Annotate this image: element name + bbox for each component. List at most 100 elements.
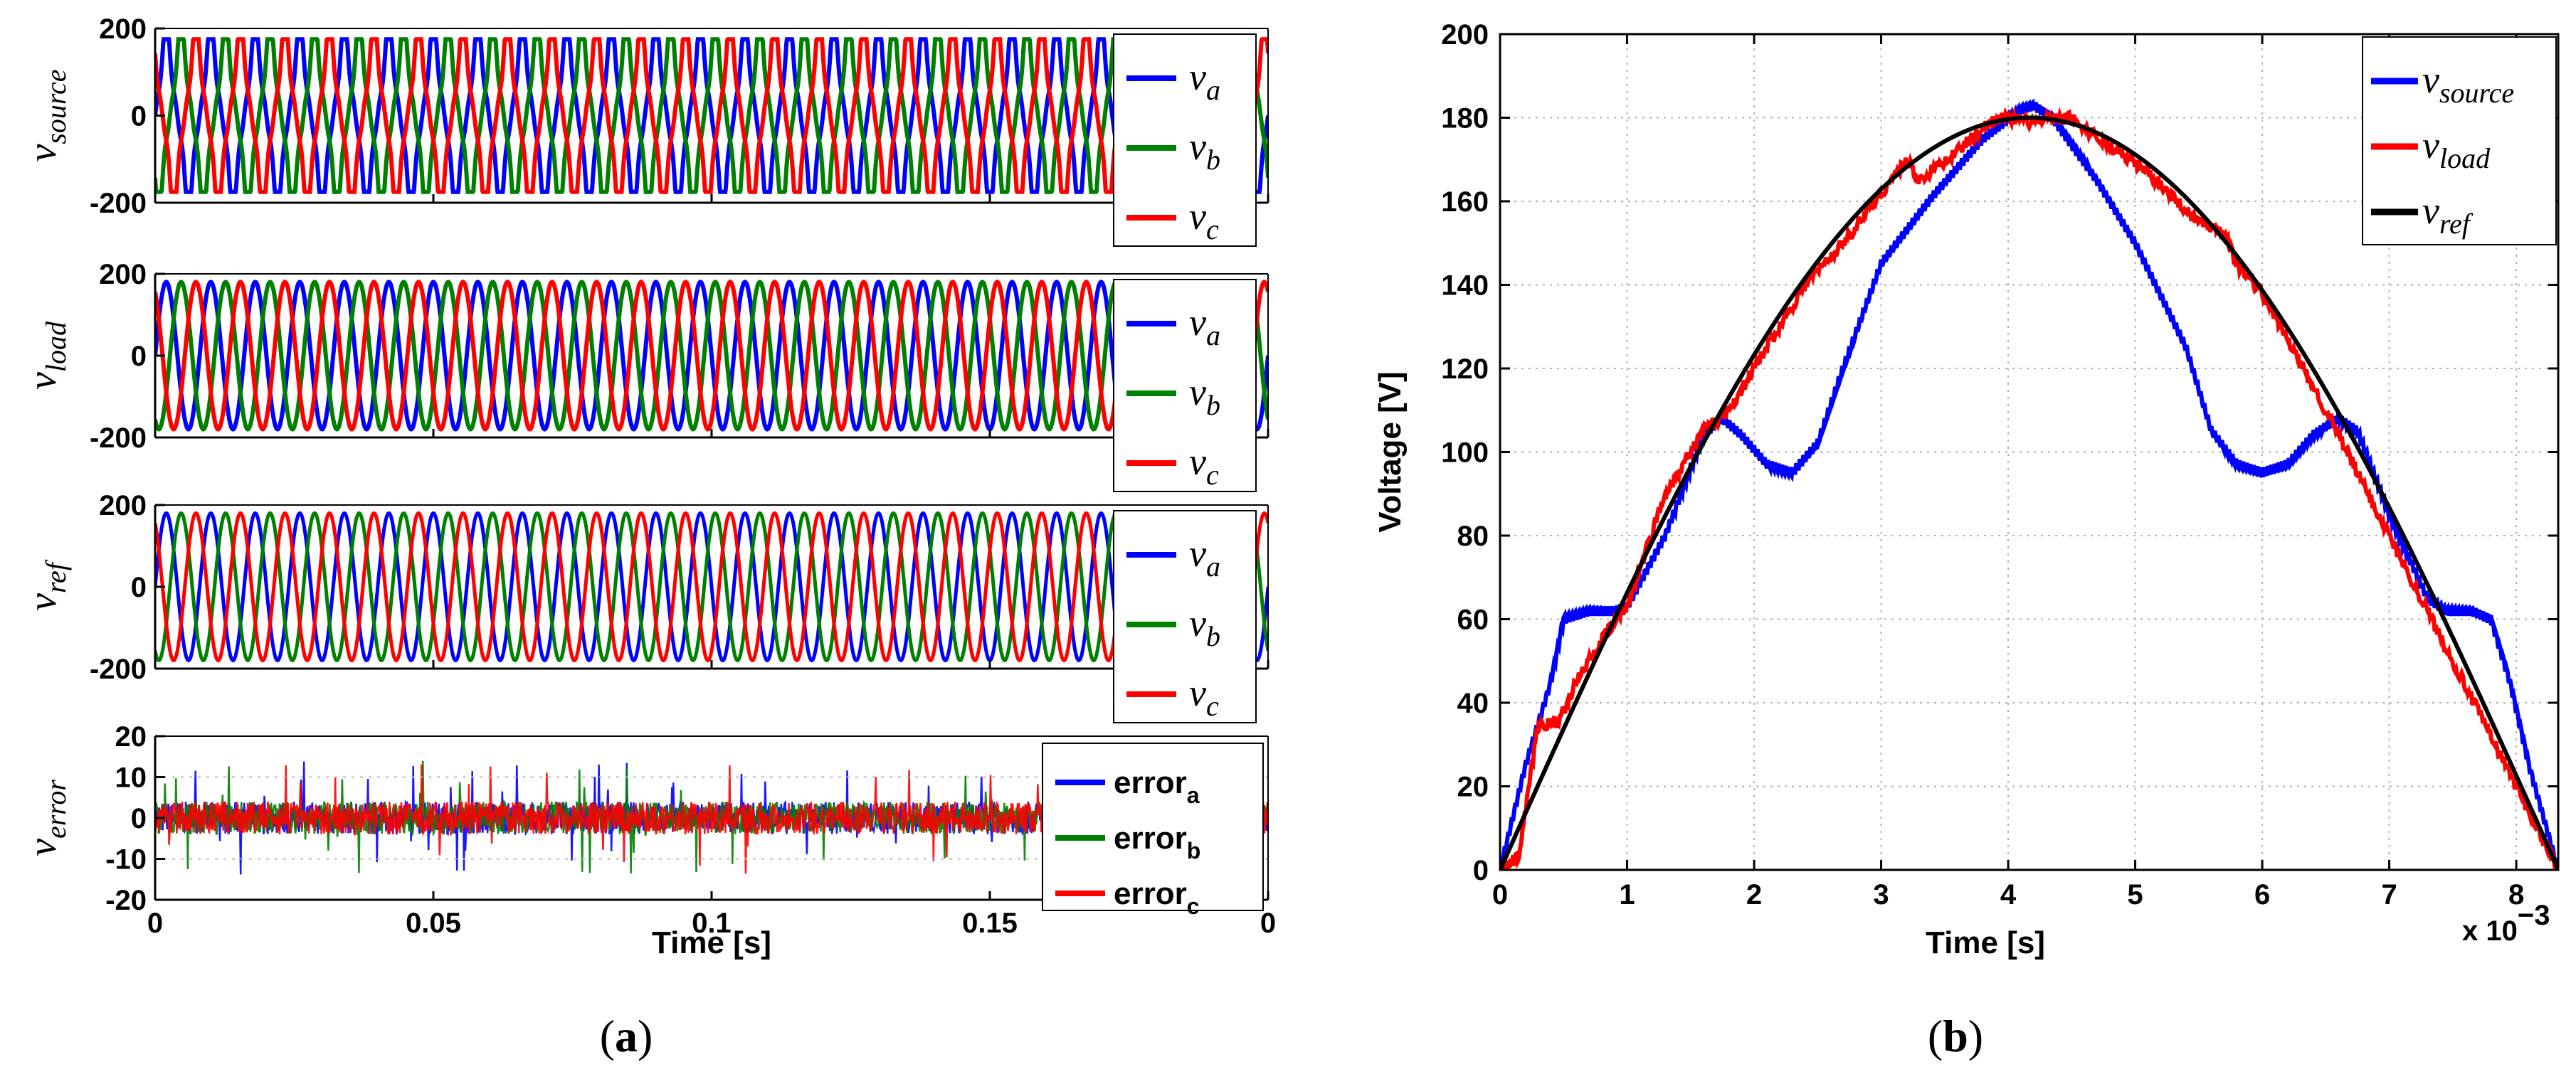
legend-box (1113, 510, 1257, 723)
legend-label-v_load: vload (2422, 124, 2491, 174)
caption-paren: ( (1928, 1011, 1943, 1061)
y-tick-label: 80 (1457, 521, 1489, 552)
y-label-base: v (21, 144, 65, 162)
series-line-v_a (155, 37, 1268, 194)
legend-label-base: error (1114, 876, 1187, 911)
x-tick-label: 3 (1873, 879, 1889, 910)
y-tick-label: 140 (1441, 270, 1489, 302)
legend-label-subscript: source (2439, 77, 2514, 109)
series-line-v_b (155, 280, 1268, 432)
legend-label-subscript: a (1206, 74, 1220, 106)
x-axis-label: Time [s] (652, 925, 771, 960)
series-group (155, 37, 1268, 194)
y-tick-label: 200 (99, 14, 147, 45)
series-line-v_b (155, 37, 1268, 194)
panel-b: 0 20 40 60 80 100 120 140 160 180 200 0 1 2 3 4 5 6 7 8 Time… (1373, 19, 2560, 1061)
legend-label-error_a: errora (1114, 765, 1200, 808)
legend-label-subscript: c (1206, 690, 1219, 722)
legend-label-subscript: a (1206, 319, 1220, 351)
series-line-v_c (155, 37, 1268, 194)
legend-label-base: v (1189, 125, 1206, 168)
series-group (1500, 98, 2558, 870)
x-tick-label: 4 (2000, 879, 2017, 910)
series-line-v_a (155, 280, 1268, 432)
y-axis-label: vref (21, 559, 72, 611)
series-group (155, 511, 1268, 663)
y-tick-label: 200 (99, 490, 147, 521)
legend-label-error_c: errorc (1114, 876, 1200, 919)
x-tick-label: 0 (147, 908, 163, 939)
legend-box (1042, 743, 1264, 911)
y-tick-label: -20 (105, 885, 147, 916)
y-tick-label: 0 (131, 572, 147, 603)
legend-label-v_ref: vref (2422, 189, 2474, 240)
x-multiplier: x 10−3 (2462, 900, 2550, 947)
caption-letter: a (615, 1011, 638, 1061)
caption-a: (a) (600, 1011, 653, 1061)
series-line-v_a (155, 511, 1268, 663)
legend-label-v_b: vb (1189, 371, 1220, 421)
legend-label-base: v (1189, 301, 1206, 344)
caption-paren: ( (600, 1011, 615, 1061)
y-tick-label: 60 (1457, 605, 1489, 636)
y-tick-label: -200 (90, 188, 147, 219)
legend-label-subscript: ref (2439, 208, 2474, 240)
x-tick-label: 2 (1746, 879, 1762, 910)
x-axis-label: Time [s] (1926, 925, 2045, 960)
y-tick-label: 200 (1441, 19, 1489, 51)
y-tick-label: 120 (1441, 354, 1489, 385)
y-axis-label: Voltage [V] (1373, 371, 1408, 533)
legend-label-v_a: va (1189, 301, 1220, 351)
x-tick-label: 5 (2127, 879, 2143, 910)
legend-label-v_a: va (1189, 532, 1220, 583)
y-tick-label: 20 (115, 721, 147, 753)
x-tick-label: 1 (1619, 879, 1635, 910)
series-line-v_load (1500, 106, 2558, 870)
y-tick-label: 200 (99, 259, 147, 290)
legend-label-base: v (1189, 532, 1206, 575)
legend-label-v_b: vb (1189, 125, 1220, 176)
legend-label-subscript: b (1206, 144, 1220, 176)
legend-label-base: v (1189, 195, 1206, 238)
y-tick-label: 40 (1457, 688, 1489, 719)
legend-label-subscript: c (1206, 213, 1219, 245)
y-tick-label: 180 (1441, 103, 1489, 134)
series-line-v_source (1500, 98, 2558, 870)
legend-label-v_c: vc (1189, 440, 1219, 491)
y-axis-label: vload (21, 321, 72, 390)
y-tick-label: -200 (90, 423, 147, 454)
legend-label-base: v (2422, 124, 2439, 166)
legend-label-base: v (1189, 671, 1206, 714)
y-tick-label: 0 (131, 341, 147, 372)
legend-label-subscript: a (1206, 551, 1220, 583)
legend-label-base: v (2422, 189, 2439, 232)
legend-label-subscript: b (1187, 838, 1201, 864)
y-axis-label: vsource (21, 69, 72, 161)
legend-label-subscript: a (1187, 782, 1200, 808)
caption-paren: ) (1968, 1011, 1983, 1061)
legend-label-base: v (2422, 58, 2439, 101)
y-tick-label: -200 (90, 654, 147, 685)
series-group (155, 280, 1268, 432)
y-axis-label: verror (21, 780, 72, 856)
legend-label-subscript: c (1187, 893, 1200, 919)
legend-label-error_b: errorb (1114, 821, 1200, 864)
caption-paren: ) (638, 1011, 653, 1061)
legend-label-base: v (1189, 602, 1206, 644)
series-line-v_b (155, 511, 1268, 663)
y-label-subscript: ref (40, 559, 72, 593)
x-tick-label: 7 (2381, 879, 2397, 910)
legend-box (1113, 33, 1257, 247)
legend-label-v_c: vc (1189, 671, 1219, 722)
caption-letter: b (1943, 1011, 1968, 1061)
x-multiplier-base: x 10 (2462, 915, 2518, 947)
legend-label-subscript: b (1206, 389, 1220, 421)
